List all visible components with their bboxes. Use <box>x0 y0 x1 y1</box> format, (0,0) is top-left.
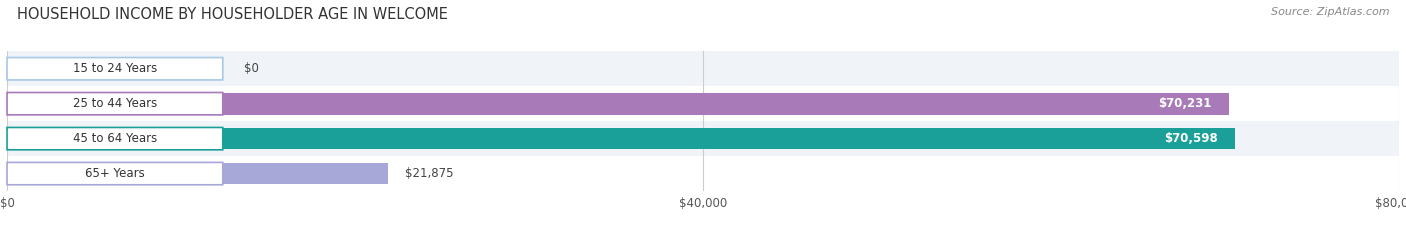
Text: $70,231: $70,231 <box>1159 97 1212 110</box>
Text: Source: ZipAtlas.com: Source: ZipAtlas.com <box>1271 7 1389 17</box>
Bar <box>7 121 1399 156</box>
FancyBboxPatch shape <box>7 93 222 115</box>
Bar <box>7 58 14 80</box>
Bar <box>7 86 1399 121</box>
Bar <box>7 93 1229 115</box>
Text: 45 to 64 Years: 45 to 64 Years <box>73 132 157 145</box>
Bar <box>7 51 1399 86</box>
Text: $70,598: $70,598 <box>1164 132 1218 145</box>
Text: HOUSEHOLD INCOME BY HOUSEHOLDER AGE IN WELCOME: HOUSEHOLD INCOME BY HOUSEHOLDER AGE IN W… <box>17 7 447 22</box>
Text: 15 to 24 Years: 15 to 24 Years <box>73 62 157 75</box>
Text: $21,875: $21,875 <box>405 167 454 180</box>
Bar <box>7 128 1236 150</box>
Text: 25 to 44 Years: 25 to 44 Years <box>73 97 157 110</box>
Bar <box>7 163 388 185</box>
FancyBboxPatch shape <box>7 162 222 185</box>
Text: $0: $0 <box>243 62 259 75</box>
FancyBboxPatch shape <box>7 127 222 150</box>
Text: 65+ Years: 65+ Years <box>84 167 145 180</box>
Bar <box>7 156 1399 191</box>
FancyBboxPatch shape <box>7 58 222 80</box>
